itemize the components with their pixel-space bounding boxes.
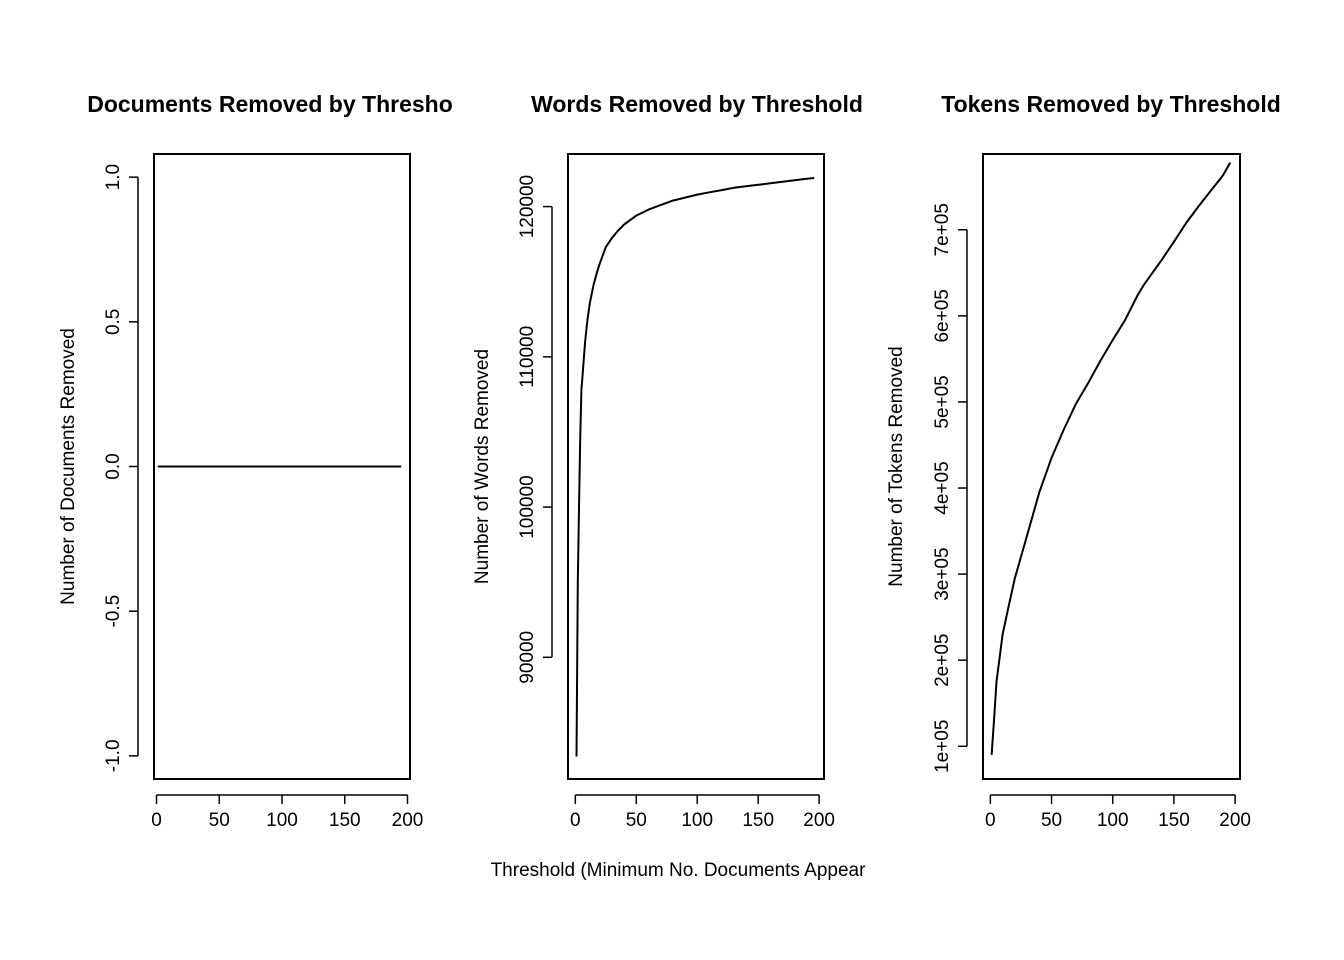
plot-box xyxy=(153,153,411,780)
y-tick-label: 4e+05 xyxy=(932,461,953,514)
y-tick-label: 6e+05 xyxy=(932,289,953,342)
plot-box xyxy=(567,153,825,780)
y-tick-label: 1e+05 xyxy=(932,720,953,773)
x-tick-label: 200 xyxy=(803,810,835,831)
y-tick-label: 0.0 xyxy=(103,453,124,479)
x-tick-label: 100 xyxy=(1097,810,1129,831)
x-tick-label: 0 xyxy=(570,810,581,831)
chart-title: Documents Removed by Thresho xyxy=(87,91,453,117)
y-axis-label: Number of Tokens Removed xyxy=(886,346,907,586)
x-tick-label: 100 xyxy=(681,810,713,831)
y-tick-label: 5e+05 xyxy=(932,375,953,428)
chart-panel-3: Tokens Removed by Threshold 0 50 100 150 200 1… xyxy=(886,91,1281,831)
y-axis-label: Number of Words Removed xyxy=(472,349,493,584)
series-line xyxy=(990,162,1232,755)
y-tick-label: 1.0 xyxy=(103,164,124,190)
shared-x-axis-label: Threshold (Minimum No. Documents Appear xyxy=(491,860,867,881)
y-tick-label: 90000 xyxy=(517,631,538,684)
chart-title: Tokens Removed by Threshold xyxy=(941,91,1281,117)
x-tick-label: 50 xyxy=(626,810,647,831)
y-tick-label: 2e+05 xyxy=(932,634,953,687)
plot-box xyxy=(982,153,1241,780)
chart-panels: Documents Removed by Thresho 0 50 100 150 200… xyxy=(58,91,1281,831)
y-tick-label: 110000 xyxy=(517,326,538,388)
chart-panel-2: Words Removed by Threshold 0 50 100 150 200 90… xyxy=(472,91,863,831)
x-tick-label: 50 xyxy=(1041,810,1062,831)
x-tick-label: 0 xyxy=(985,810,996,831)
y-axis-label: Number of Documents Removed xyxy=(58,328,79,605)
x-tick-label: 200 xyxy=(1219,810,1251,831)
chart-panel-1: Documents Removed by Thresho 0 50 100 150 200… xyxy=(58,91,453,831)
chart-title: Words Removed by Threshold xyxy=(531,91,863,117)
x-tick-label: 50 xyxy=(209,810,230,831)
y-tick-label: -0.5 xyxy=(103,595,124,628)
y-tick-label: 3e+05 xyxy=(932,547,953,600)
x-tick-label: 0 xyxy=(151,810,162,831)
x-tick-label: 200 xyxy=(392,810,424,831)
series-line xyxy=(575,177,815,757)
y-tick-label: 7e+05 xyxy=(932,203,953,256)
x-tick-label: 150 xyxy=(742,810,774,831)
x-tick-label: 150 xyxy=(1158,810,1190,831)
y-tick-label: 120000 xyxy=(517,175,538,238)
y-tick-label: -1.0 xyxy=(103,739,124,772)
y-tick-label: 100000 xyxy=(517,475,538,538)
x-tick-label: 100 xyxy=(266,810,298,831)
x-tick-label: 150 xyxy=(329,810,361,831)
y-tick-label: 0.5 xyxy=(103,309,124,335)
